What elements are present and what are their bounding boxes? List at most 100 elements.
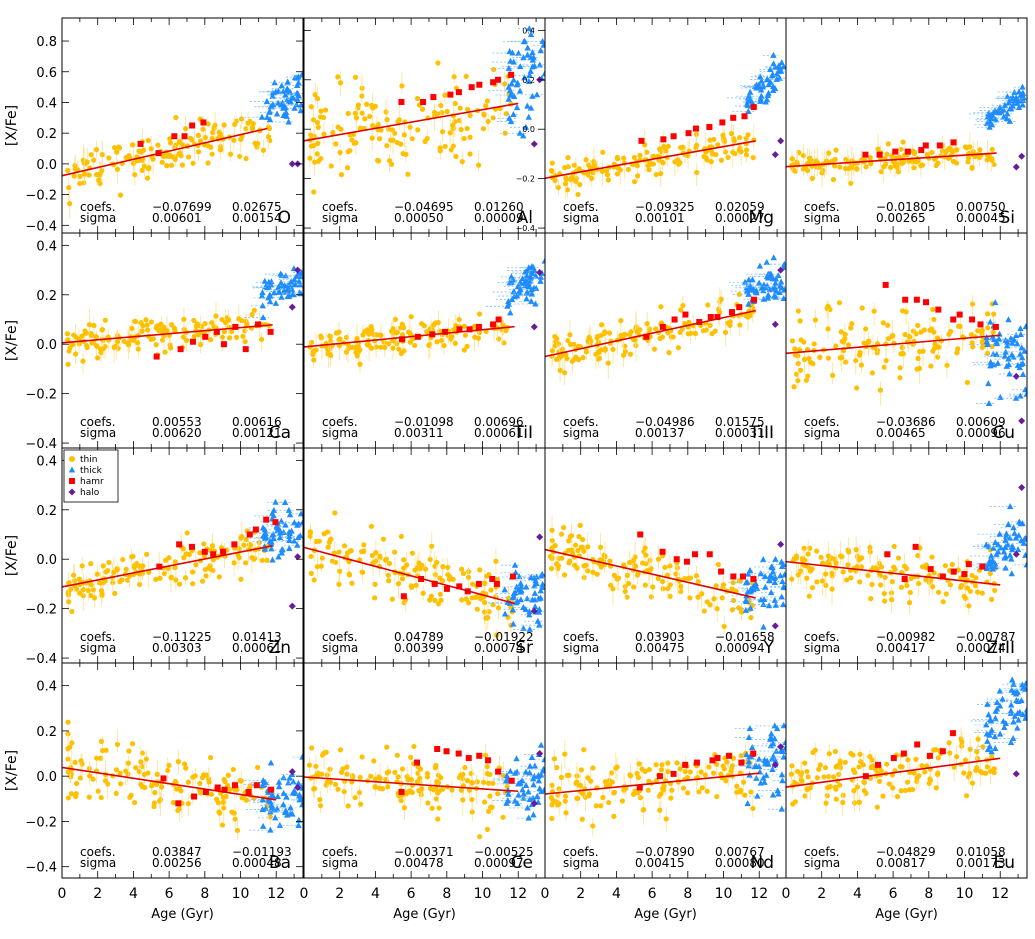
thin-point	[450, 122, 456, 128]
thick-point	[273, 110, 281, 117]
thick-point	[517, 278, 524, 285]
thin-point	[453, 153, 459, 160]
thin-point	[209, 151, 215, 157]
thin-point	[800, 152, 806, 159]
thin-point	[846, 549, 852, 555]
thin-point	[575, 357, 582, 363]
thin-point	[91, 322, 97, 329]
thin-point	[153, 576, 159, 583]
thin-point	[549, 527, 555, 533]
thin-point	[719, 595, 725, 601]
thin-point	[987, 570, 993, 577]
thin-point	[646, 167, 652, 173]
thin-point	[621, 155, 627, 161]
thick-point	[1012, 96, 1019, 103]
thin-point	[704, 788, 710, 794]
thick-point	[284, 286, 291, 293]
thin-point	[486, 780, 492, 786]
thin-point	[114, 741, 121, 748]
y-tick-label: −0.2	[25, 603, 57, 618]
thin-point	[73, 351, 79, 357]
thin-point	[964, 379, 971, 386]
panel-Al-points	[307, 25, 545, 195]
thick-point	[757, 86, 765, 93]
halo-point	[1012, 550, 1020, 558]
thick-point	[1014, 99, 1021, 106]
thick-point	[769, 83, 777, 90]
thin-point	[249, 555, 255, 561]
thin-point	[466, 787, 473, 793]
y-axis-label: [X/Fe]	[4, 105, 20, 146]
thin-point	[209, 136, 215, 142]
thin-point	[631, 179, 638, 185]
thin-point	[181, 316, 187, 322]
thin-point	[840, 339, 846, 345]
thin-point	[832, 163, 838, 169]
hamr-point	[741, 113, 748, 120]
thick-point	[276, 821, 284, 828]
thick-point	[778, 593, 785, 600]
thin-point	[590, 765, 596, 771]
thin-point	[66, 599, 72, 605]
thin-point	[80, 587, 86, 593]
thin-point	[159, 784, 165, 790]
thin-point	[191, 333, 197, 339]
thin-point	[337, 149, 343, 156]
thin-point	[658, 791, 664, 797]
thin-point	[562, 164, 568, 171]
thin-point	[377, 136, 383, 142]
thick-point	[292, 281, 299, 288]
thin-point	[549, 545, 555, 551]
thin-point	[923, 562, 929, 568]
thin-point	[243, 318, 249, 324]
thin-point	[684, 775, 691, 781]
thin-point	[895, 169, 902, 175]
thin-point	[148, 319, 154, 325]
thin-point	[405, 171, 411, 177]
thin-point	[459, 566, 465, 572]
hamr-point	[490, 79, 497, 86]
thin-point	[172, 565, 178, 571]
thin-point	[399, 332, 406, 338]
thick-point	[539, 570, 545, 577]
thin-point	[357, 774, 363, 781]
thin-point	[338, 126, 344, 133]
thin-point	[227, 786, 233, 793]
thin-point	[336, 581, 342, 587]
thin-point	[360, 569, 366, 575]
thin-point	[98, 794, 104, 801]
thin-point	[989, 146, 995, 153]
thin-point	[627, 331, 633, 338]
thin-point	[99, 747, 106, 754]
thin-point	[355, 102, 362, 108]
halo-point	[530, 323, 538, 331]
thin-point	[820, 167, 826, 174]
thin-point	[425, 800, 431, 806]
coef-intercept: −0.09325	[635, 200, 695, 214]
thick-point	[525, 788, 532, 795]
thick-point	[501, 610, 509, 617]
thin-point	[157, 797, 164, 803]
thin-point	[66, 348, 72, 354]
thin-point	[972, 583, 979, 589]
thick-point	[1002, 564, 1009, 571]
hamr-point	[882, 281, 889, 288]
thick-point	[291, 104, 298, 111]
thin-point	[437, 145, 443, 151]
thin-point	[171, 325, 177, 331]
thick-point	[1004, 342, 1011, 349]
sigma-intercept: 0.00399	[394, 641, 444, 655]
thin-point	[220, 799, 226, 805]
thin-point	[564, 187, 571, 193]
thin-point	[458, 787, 464, 793]
hamr-point	[202, 789, 209, 795]
thin-point	[434, 778, 440, 785]
thin-point	[317, 803, 324, 809]
thick-point	[290, 778, 297, 785]
thick-point	[297, 107, 303, 114]
thin-point	[153, 342, 159, 348]
thin-point	[460, 797, 466, 803]
thin-point	[390, 137, 396, 143]
element-label: Ce	[511, 853, 533, 873]
thin-point	[464, 125, 470, 132]
